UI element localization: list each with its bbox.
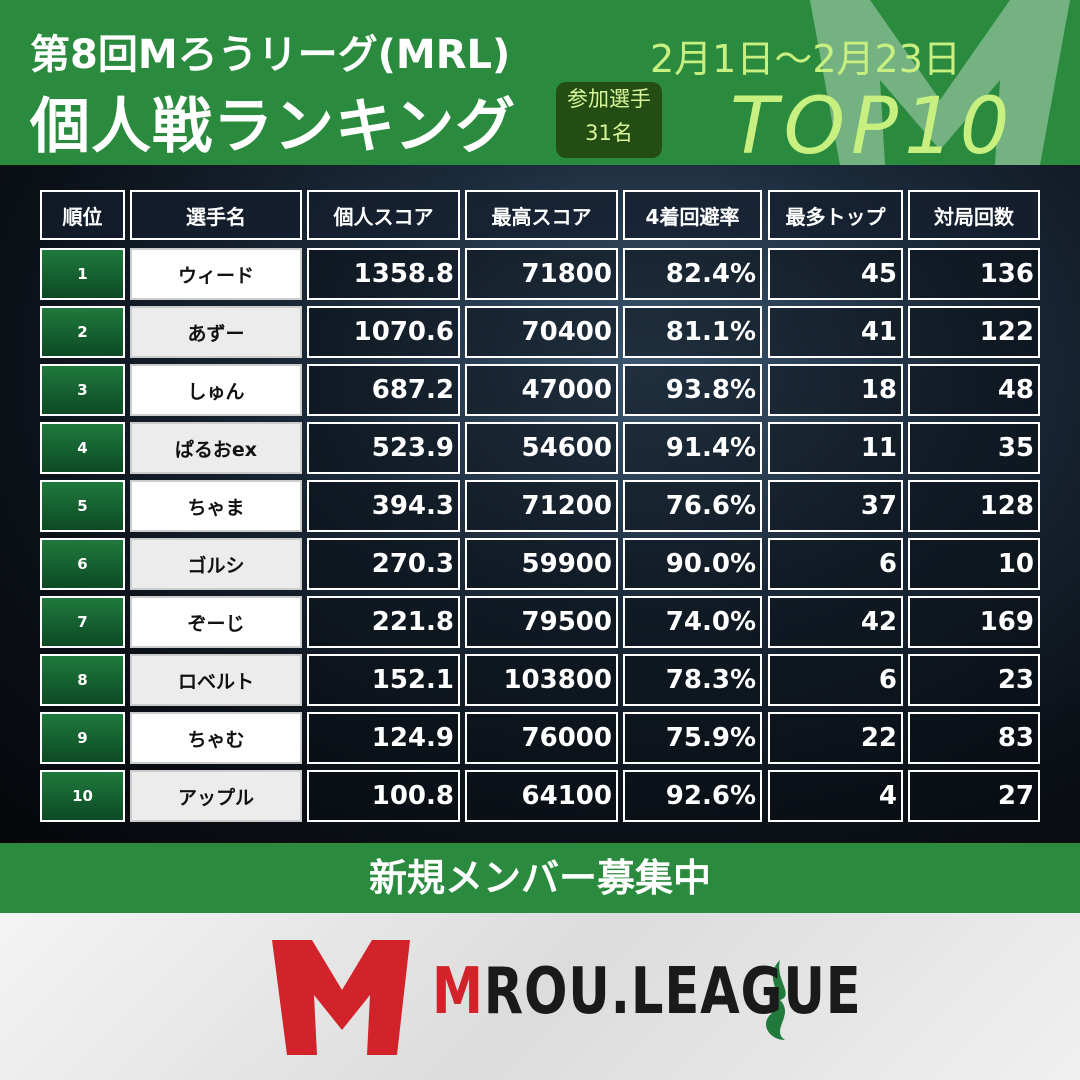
value-cell: 10 [908, 538, 1040, 590]
value-cell: 1358.8 [307, 248, 460, 300]
value-cell: 128 [908, 480, 1040, 532]
logo-mark [272, 940, 410, 1055]
value-cell: 78.3% [623, 654, 762, 706]
value-cell: 92.6% [623, 770, 762, 822]
value-cell: 4 [768, 770, 903, 822]
value-cell: 6 [768, 654, 903, 706]
value-cell: 47000 [465, 364, 618, 416]
banner: 新規メンバー募集中 [0, 843, 1080, 913]
value-cell: 41 [768, 306, 903, 358]
header-band [0, 0, 1080, 165]
name-cell: ロベルト [130, 654, 302, 706]
value-cell: 90.0% [623, 538, 762, 590]
value-cell: 45 [768, 248, 903, 300]
value-cell: 76.6% [623, 480, 762, 532]
value-cell: 124.9 [307, 712, 460, 764]
column-header: 個人スコア [307, 190, 460, 240]
value-cell: 27 [908, 770, 1040, 822]
participant-badge: 参加選手 31名 [556, 82, 662, 158]
rank-cell: 10 [40, 770, 125, 822]
value-cell: 1070.6 [307, 306, 460, 358]
value-cell: 394.3 [307, 480, 460, 532]
logo-watermark [810, 0, 1070, 165]
rank-cell: 8 [40, 654, 125, 706]
top-label: TOP10 [730, 82, 1016, 172]
value-cell: 93.8% [623, 364, 762, 416]
value-cell: 70400 [465, 306, 618, 358]
name-cell: ちゃむ [130, 712, 302, 764]
value-cell: 18 [768, 364, 903, 416]
value-cell: 83 [908, 712, 1040, 764]
value-cell: 270.3 [307, 538, 460, 590]
value-cell: 22 [768, 712, 903, 764]
column-header: 順位 [40, 190, 125, 240]
value-cell: 6 [768, 538, 903, 590]
value-cell: 221.8 [307, 596, 460, 648]
value-cell: 122 [908, 306, 1040, 358]
flame-icon [765, 960, 786, 1040]
footer [0, 913, 1080, 1080]
name-cell: ぱるおex [130, 422, 302, 474]
value-cell: 71200 [465, 480, 618, 532]
column-header: 最高スコア [465, 190, 618, 240]
value-cell: 54600 [465, 422, 618, 474]
column-header: 選手名 [130, 190, 302, 240]
subtitle: 個人戦ランキング [30, 92, 517, 162]
name-cell: ぞーじ [130, 596, 302, 648]
value-cell: 687.2 [307, 364, 460, 416]
rank-cell: 5 [40, 480, 125, 532]
value-cell: 79500 [465, 596, 618, 648]
value-cell: 91.4% [623, 422, 762, 474]
value-cell: 74.0% [623, 596, 762, 648]
column-header: 対局回数 [908, 190, 1040, 240]
rank-cell: 2 [40, 306, 125, 358]
name-cell: アップル [130, 770, 302, 822]
name-cell: ちゃま [130, 480, 302, 532]
value-cell: 76000 [465, 712, 618, 764]
value-cell: 64100 [465, 770, 618, 822]
name-cell: ゴルシ [130, 538, 302, 590]
name-cell: しゅん [130, 364, 302, 416]
name-cell: ウィード [130, 248, 302, 300]
column-header: 最多トップ [768, 190, 903, 240]
rank-cell: 6 [40, 538, 125, 590]
value-cell: 103800 [465, 654, 618, 706]
value-cell: 523.9 [307, 422, 460, 474]
title: 第8回Mろうリーグ(MRL) [30, 32, 511, 78]
name-cell: あずー [130, 306, 302, 358]
value-cell: 136 [908, 248, 1040, 300]
value-cell: 100.8 [307, 770, 460, 822]
badge-label: 参加選手 [567, 87, 651, 111]
value-cell: 35 [908, 422, 1040, 474]
date-range: 2月1日～2月23日 [650, 37, 961, 81]
badge-count: 31名 [585, 121, 633, 145]
value-cell: 75.9% [623, 712, 762, 764]
rank-cell: 3 [40, 364, 125, 416]
rank-cell: 7 [40, 596, 125, 648]
rank-cell: 4 [40, 422, 125, 474]
value-cell: 169 [908, 596, 1040, 648]
value-cell: 11 [768, 422, 903, 474]
value-cell: 81.1% [623, 306, 762, 358]
value-cell: 37 [768, 480, 903, 532]
rank-cell: 9 [40, 712, 125, 764]
value-cell: 42 [768, 596, 903, 648]
value-cell: 48 [908, 364, 1040, 416]
rank-cell: 1 [40, 248, 125, 300]
value-cell: 152.1 [307, 654, 460, 706]
value-cell: 59900 [465, 538, 618, 590]
value-cell: 23 [908, 654, 1040, 706]
value-cell: 82.4% [623, 248, 762, 300]
logo-text: MROU.LEAGUE [432, 955, 862, 1029]
column-header: 4着回避率 [623, 190, 762, 240]
value-cell: 71800 [465, 248, 618, 300]
